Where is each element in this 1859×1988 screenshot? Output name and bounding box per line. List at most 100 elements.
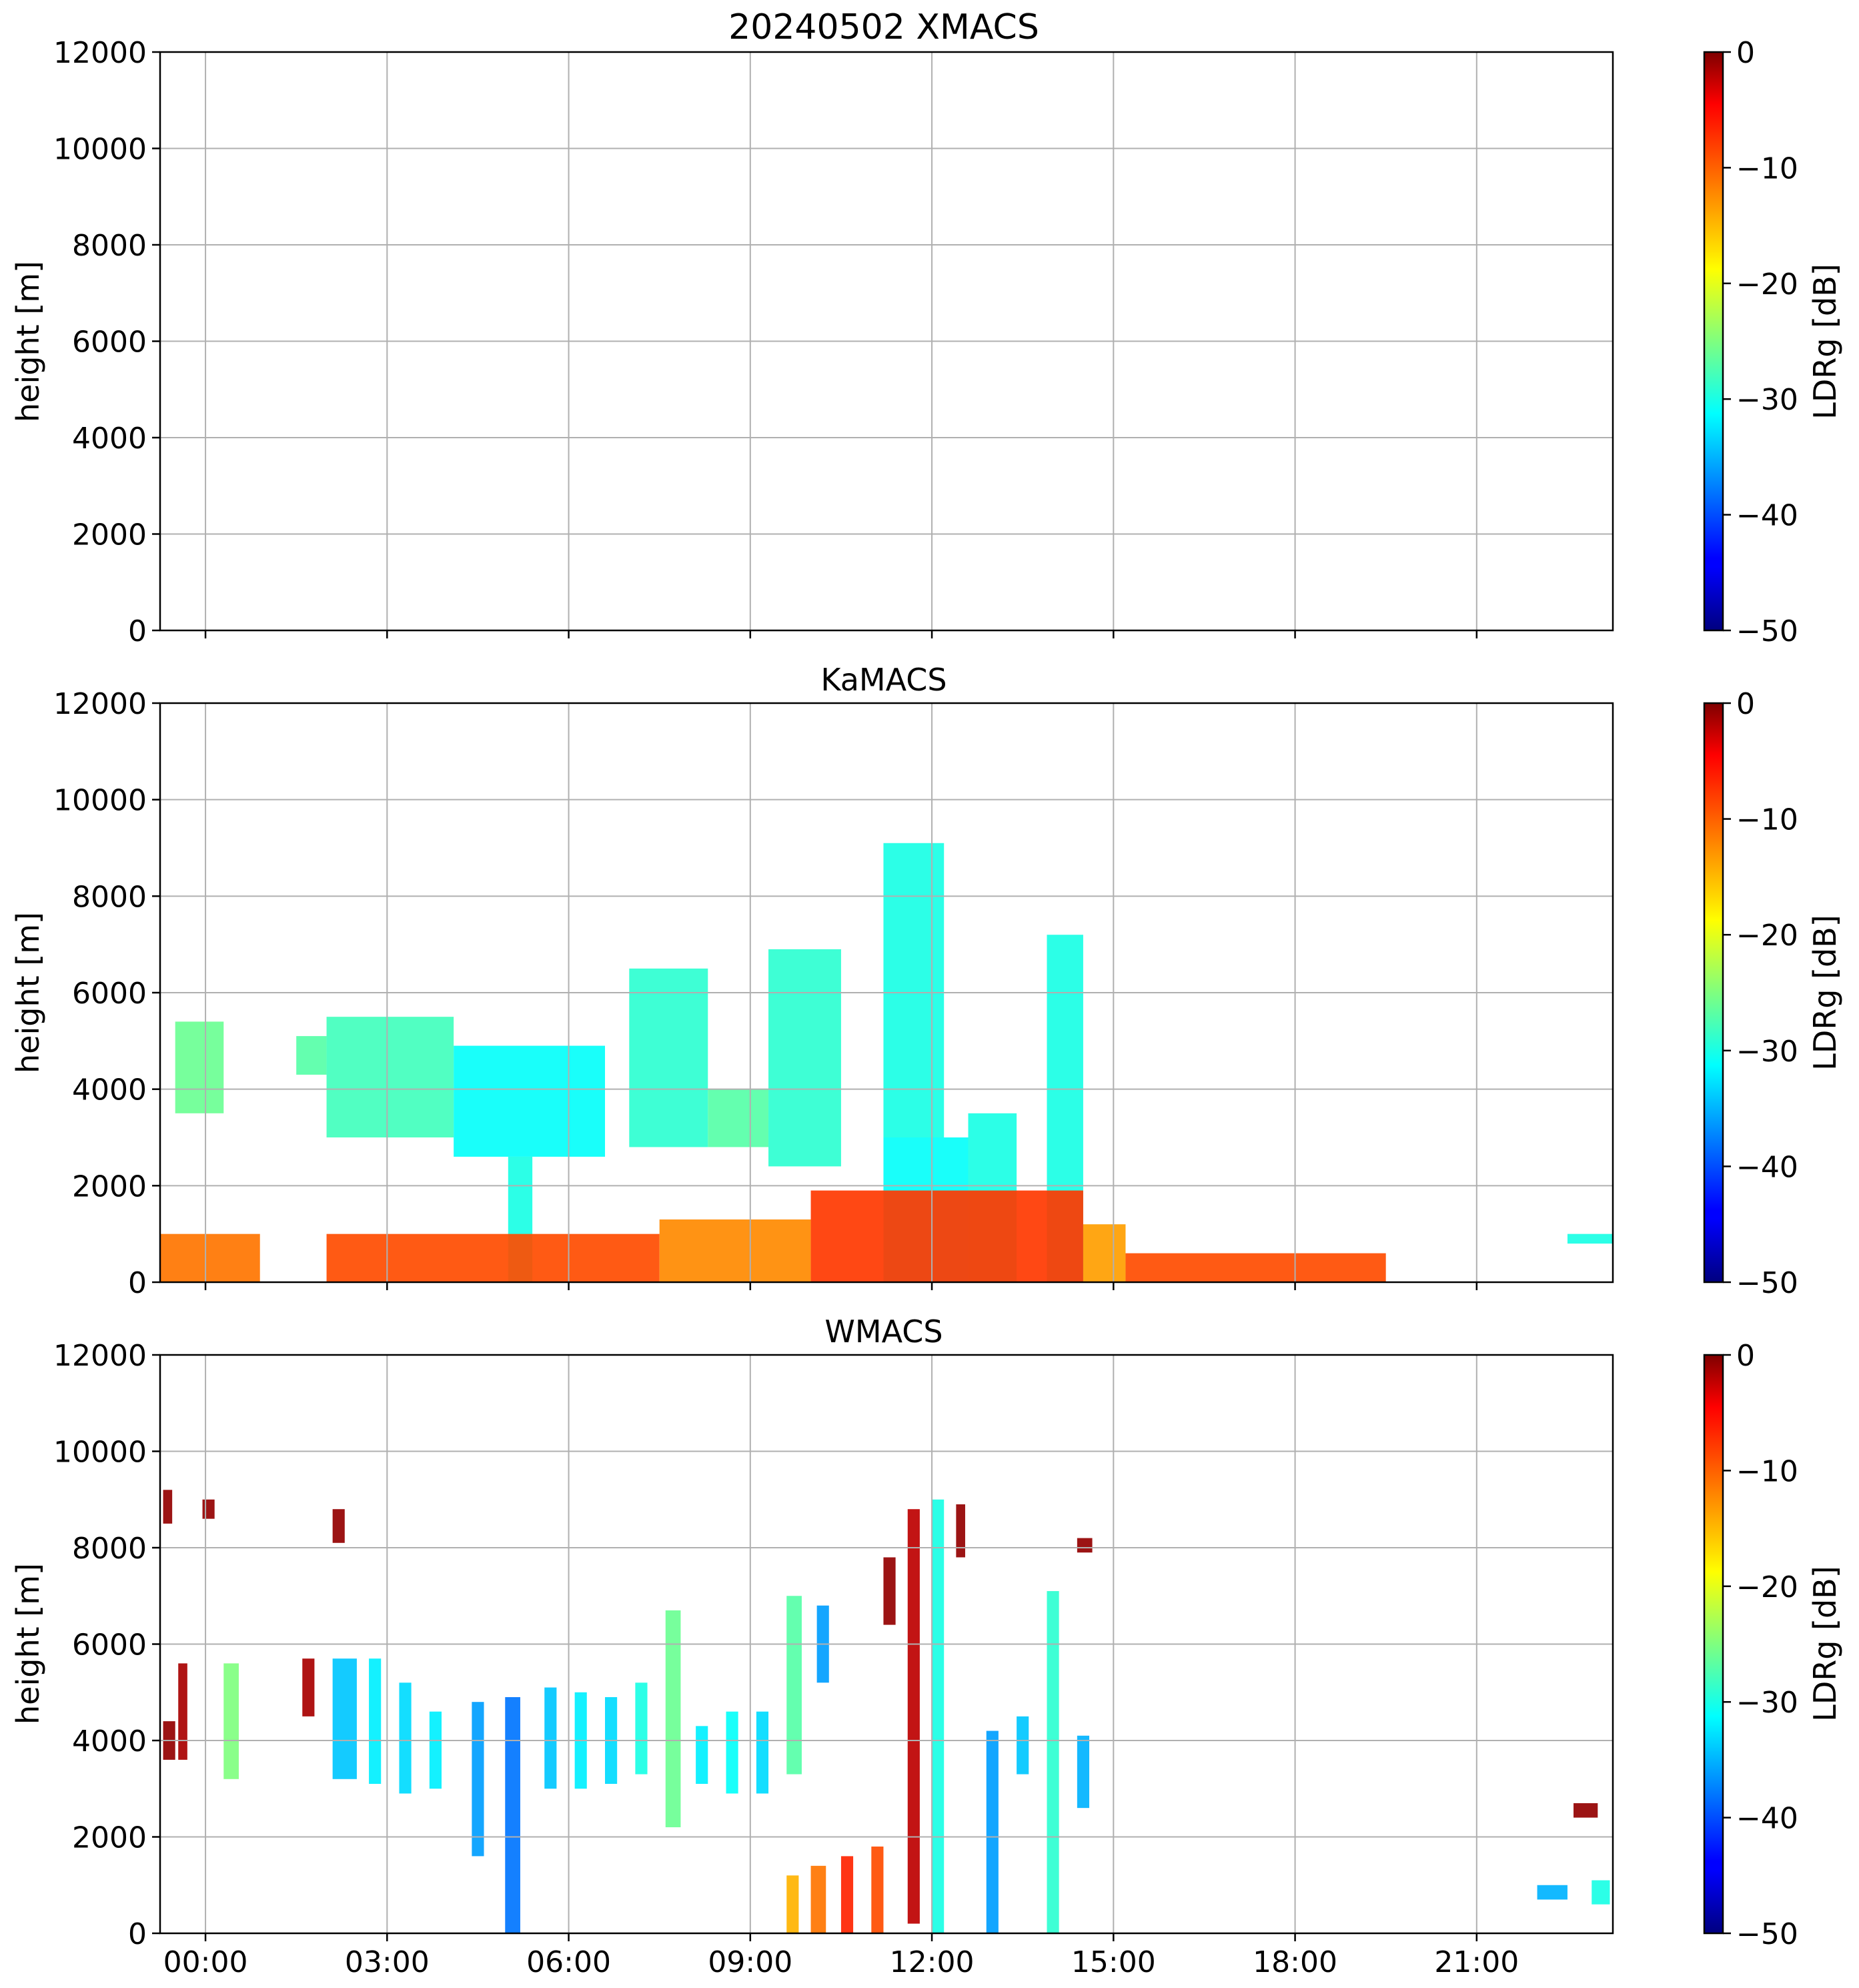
panel-kamacs: KaMACS 0 2000 4000 6000 8000 10000 12000 0 −10 −2… [10,662,1843,1300]
y-axis-label: height [m] [10,1563,46,1724]
cloud-region [635,1682,648,1775]
colorbar-tick-label: −30 [1736,1035,1798,1069]
y-tick-label: 8000 [72,1532,147,1566]
y-tick-label: 2000 [72,1821,147,1855]
cloud-region [883,843,945,1137]
cloud-region [840,1856,854,1933]
y-tick-label: 0 [128,1266,147,1300]
colorbar-tick-label: −40 [1736,1150,1798,1184]
colorbar-tick-label: −20 [1736,919,1798,953]
plot-area: 0 2000 4000 6000 8000 10000 12000 00:00 03:00 06:… [53,1339,1798,1979]
cloud-region [756,1711,769,1794]
cloud-region [1083,1224,1126,1282]
y-tick-label: 6000 [72,1628,147,1662]
x-tick-label: 18:00 [1253,1945,1337,1979]
x-tick-label: 06:00 [526,1945,611,1979]
y-tick-label: 12000 [53,687,147,721]
cloud-region [369,1658,382,1785]
cloud-region [768,949,841,1167]
colorbar-tick-label: −50 [1736,1917,1798,1951]
cloud-region [907,1509,920,1924]
y-tick-label: 6000 [72,326,147,360]
colorbar-tick-label: −40 [1736,1802,1798,1836]
colorbar-tick-label: −50 [1736,614,1798,648]
cloud-region [175,1021,224,1113]
cloud-region [1077,1735,1090,1809]
colorbar-tick-label: −30 [1736,1686,1798,1720]
cloud-region [160,1233,260,1282]
panel-title: WMACS [824,1314,943,1350]
cloud-region [659,1219,811,1282]
panel-xmacs: 20240502 XMACS 0 2000 4000 6000 8000 10000 120… [10,7,1843,648]
y-tick-label: 8000 [72,229,147,263]
cloud-region [1592,1880,1610,1905]
cloud-region [472,1702,484,1857]
colorbar-tick-label: 0 [1736,36,1755,70]
cloud-region [429,1711,442,1789]
cloud-region [332,1658,357,1779]
cloud-region [708,1089,769,1147]
y-tick-label: 4000 [72,422,147,456]
colorbar-tick-label: −40 [1736,499,1798,533]
cloud-region [326,1017,454,1137]
cloud-region [932,1499,945,1933]
cloud-region [665,1610,681,1828]
colorbar-tick-label: −20 [1736,1570,1798,1604]
x-tick-label: 09:00 [708,1945,792,1979]
cloud-region [629,968,708,1147]
cloud-region [956,1504,965,1558]
cloud-region [454,1045,606,1157]
cloud-region [810,1190,1083,1282]
cloud-region [296,1036,327,1075]
cloud-region [163,1490,173,1524]
cloud-region [1047,1591,1059,1933]
cloud-region [986,1730,999,1933]
colorbar-tick-label: −30 [1736,383,1798,417]
x-tick-label: 00:00 [163,1945,248,1979]
colorbar-label: LDRg [dB] [1807,915,1843,1070]
cloud-region [786,1596,802,1775]
cloud-region [399,1682,412,1794]
colorbar-tick-label: 0 [1736,687,1755,721]
plot-area: 0 2000 4000 6000 8000 10000 12000 0 −10 −20 −30 −40… [53,36,1798,648]
cloud-region [544,1687,557,1789]
cloud-region [178,1663,187,1760]
x-tick-label: 03:00 [345,1945,430,1979]
cloud-region [1567,1233,1613,1244]
y-tick-label: 2000 [72,518,147,552]
y-axis-label: height [m] [10,912,46,1073]
cloud-region [223,1663,239,1779]
cloud-region [883,1557,896,1625]
plot-area: 0 2000 4000 6000 8000 10000 12000 0 −10 −20 −30 −40… [53,687,1798,1300]
y-tick-label: 0 [128,1917,147,1951]
y-tick-label: 10000 [53,133,147,167]
panel-wmacs: WMACS 0 2000 4000 6000 8000 10000 12000 00:00 03… [10,1314,1843,1979]
cloud-region [505,1696,520,1933]
cloud-region [332,1509,345,1543]
cloud-region [810,1865,826,1933]
cloud-region [302,1658,315,1716]
colorbar-tick-label: 0 [1736,1339,1755,1373]
panel-title: KaMACS [820,662,947,698]
y-axis-label: height [m] [10,261,46,422]
cloud-region [1017,1716,1029,1775]
y-tick-label: 4000 [72,1724,147,1759]
figure-title: 20240502 XMACS [728,7,1039,47]
y-tick-label: 12000 [53,1339,147,1373]
cloud-region [1125,1253,1386,1282]
y-tick-label: 10000 [53,1436,147,1470]
cloud-region [871,1846,884,1933]
colorbar [1703,1354,1724,1935]
x-tick-label: 21:00 [1434,1945,1519,1979]
colorbar-tick-label: −50 [1736,1266,1798,1300]
colorbar-tick-label: −10 [1736,151,1798,185]
y-tick-label: 4000 [72,1073,147,1107]
cloud-region [1537,1885,1568,1900]
cloud-region [726,1711,738,1794]
colorbar [1703,702,1724,1284]
colorbar-tick-label: −10 [1736,1454,1798,1488]
cloud-region [1574,1803,1598,1818]
cloud-region [786,1875,799,1933]
cloud-region [1077,1538,1093,1553]
